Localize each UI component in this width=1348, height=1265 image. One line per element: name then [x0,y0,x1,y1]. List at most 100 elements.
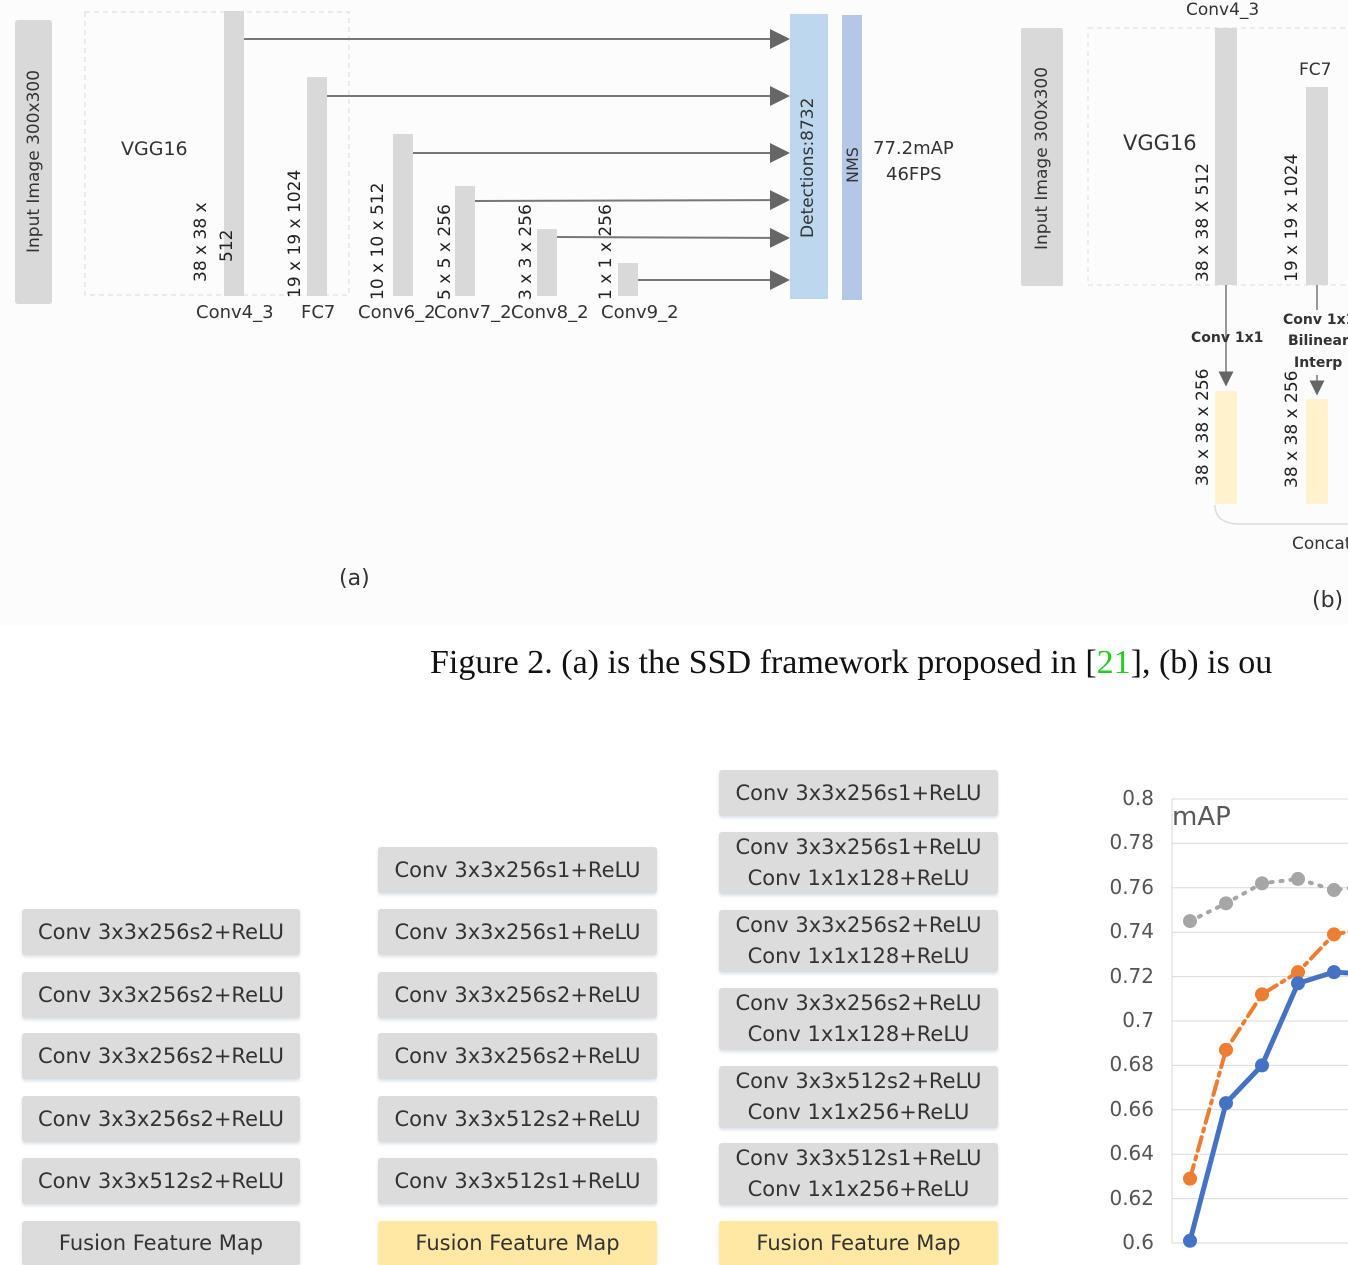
map-label: 77.2mAP [873,138,954,159]
data-point [1219,1096,1233,1111]
data-point [1255,876,1269,891]
col1-box-4-text: Conv 3x3x256s2+ReLU [37,1106,285,1131]
op-fc7-line1: Conv 1x1 [1283,312,1348,328]
col1-box-1: Conv 3x3x256s2+ReLU [22,909,300,955]
caption-prefix: Figure 2. (a) is the SSD framework propo… [430,644,1097,681]
op-conv1x1-b: Conv 1x1 [1191,330,1264,346]
series-line-2 [1187,969,1348,1242]
fc7-title-b: FC7 [1299,60,1332,80]
conv7-2-bar [455,186,475,296]
dim-conv8-2: 3 x 3 x 256 [516,204,536,300]
data-point [1255,1058,1269,1073]
input-image-label: Input Image 300x300 [24,69,44,253]
dim-conv6-2: 10 x 10 x 512 [368,182,388,300]
col3-box-5-line1: Conv 3x3x512s2+ReLU [735,1069,982,1093]
out-bar-2-b [1306,399,1328,504]
input-image-label-b: Input Image 300x300 [1032,66,1052,250]
out-dim-2-b: 38 x 38 x 256 [1282,370,1302,488]
col2-box-4-text: Conv 3x3x256s2+ReLU [394,1043,641,1068]
dim-conv4-3-b2: 38 x 38 X 512 [1193,162,1213,282]
col3-box-5: Conv 3x3x512s2+ReLU Conv 1x1x256+ReLU [719,1066,998,1128]
col1-box-1-text: Conv 3x3x256s2+ReLU [37,919,285,944]
col1-fusion-text: Fusion Feature Map [58,1230,264,1255]
col2-box-3: Conv 3x3x256s2+ReLU [378,972,657,1018]
y-tick-label: 0.74 [1109,919,1154,944]
chart-svg [1171,798,1348,1248]
layer-label-conv9-2: Conv9_2 [601,302,679,323]
concat-bracket [1214,504,1348,525]
op-fc7-line3: Interp [1294,355,1343,371]
conv9-2-bar [618,263,638,296]
dim-conv7-2: 5 x 5 x 256 [435,204,455,300]
col1-box-3-text: Conv 3x3x256s2+ReLU [37,1043,285,1068]
col2-box-6: Conv 3x3x512s1+ReLU [378,1158,657,1204]
arrow-conv7-2 [474,190,790,211]
vgg16-label: VGG16 [121,138,188,160]
data-point [1291,871,1305,886]
y-tick-label: 0.76 [1109,874,1154,899]
layer-label-conv8-2: Conv8_2 [511,302,589,323]
col2-box-5: Conv 3x3x512s2+ReLU [378,1096,657,1142]
series-line-0 [1188,876,1348,924]
data-point [1291,976,1305,991]
vgg16-label-b: VGG16 [1123,131,1197,155]
fps-label: 46FPS [886,164,942,185]
data-point [1327,883,1341,898]
data-point [1219,896,1233,911]
col3-box-1-text: Conv 3x3x256s1+ReLU [735,780,982,805]
y-tick-label: 0.68 [1109,1052,1154,1077]
caption-suffix: ], (b) is ou [1130,644,1273,681]
y-tick-label: 0.66 [1109,1096,1154,1121]
figure-2-panel: Input Image 300x300 VGG16 38 x 38 x 512 … [0,0,1348,625]
layer-label-conv4-3: Conv4_3 [196,302,274,323]
detections-bar [790,14,828,299]
input-image-bar [15,20,52,304]
conv4-3-bar [224,11,244,296]
col3-box-6-line1: Conv 3x3x512s1+ReLU [735,1146,982,1170]
col1-box-4: Conv 3x3x256s2+ReLU [22,1096,300,1142]
map-chart: mAP 0.8 0.78 0.76 0.74 0.72 0.7 0.68 0.66 0.64 0.… [1100,780,1348,1263]
data-point [1327,965,1341,980]
conv4-3-title-b: Conv4_3 [1186,0,1260,20]
out-bar-1-b [1215,391,1237,504]
dim-fc7: 19 x 19 x 1024 [285,169,305,298]
col2-box-5-text: Conv 3x3x512s2+ReLU [394,1106,641,1131]
col2-box-6-text: Conv 3x3x512s1+ReLU [394,1168,641,1193]
y-tick-label: 0.62 [1109,1185,1154,1210]
detections-label: Detections:8732 [798,97,818,238]
data-point [1327,927,1341,942]
panel-label-b: (b) [1312,588,1344,613]
y-tick-label: 0.8 [1122,786,1154,810]
col3-box-5-line2: Conv 1x1x256+ReLU [747,1100,970,1124]
col2-box-3-text: Conv 3x3x256s2+ReLU [394,982,641,1007]
col3-box-3-line1: Conv 3x3x256s2+ReLU [735,913,982,937]
dim-fc7-b2: 19 x 19 x 1024 [1282,153,1302,282]
col1-box-2: Conv 3x3x256s2+ReLU [22,972,300,1018]
y-tick-label: 0.7 [1122,1008,1154,1032]
data-point [1183,1233,1197,1248]
data-point [1183,1171,1197,1186]
arrow-conv8-2 [556,227,790,248]
col3-box-1: Conv 3x3x256s1+ReLU [719,770,998,816]
layer-label-fc7: FC7 [301,302,336,323]
nms-bar [842,15,862,300]
col1-box-3: Conv 3x3x256s2+ReLU [22,1033,300,1079]
layer-label-conv7-2: Conv7_2 [434,302,512,323]
col3-box-6-line2: Conv 1x1x256+ReLU [747,1177,970,1201]
input-image-bar-b [1021,28,1063,286]
fc7-bar [307,77,327,296]
y-tick-label: 0.6 [1122,1230,1154,1254]
col3-box-3: Conv 3x3x256s2+ReLU Conv 1x1x128+ReLU [719,910,998,972]
conv4-3-bar-b [1215,28,1237,285]
col3-box-4: Conv 3x3x256s2+ReLU Conv 1x1x128+ReLU [719,988,998,1050]
dim-conv4-3-a: 38 x 38 x [191,202,211,282]
nms-label: NMS [843,147,862,183]
col1-fusion: Fusion Feature Map [22,1221,300,1265]
conv8-2-bar [537,229,557,296]
col2-box-2: Conv 3x3x256s1+ReLU [378,909,657,955]
chart-title: mAP [1172,802,1231,832]
col2-box-1-text: Conv 3x3x256s1+ReLU [394,857,641,882]
col1-box-5-text: Conv 3x3x512s2+ReLU [37,1168,285,1193]
caption-citation-link[interactable]: 21 [1096,644,1131,681]
col1-box-5: Conv 3x3x512s2+ReLU [22,1158,300,1204]
